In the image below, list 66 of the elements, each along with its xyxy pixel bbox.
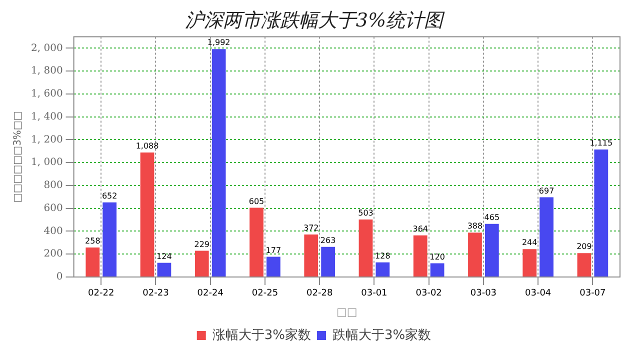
data-label: 120: [430, 252, 445, 262]
y-tick-label: 1, 800: [30, 66, 63, 77]
x-axis-title: □□: [336, 305, 358, 318]
bar: [140, 152, 154, 276]
data-label: 1,115: [590, 138, 613, 148]
data-label: 209: [576, 242, 592, 252]
data-label: 1,088: [136, 142, 159, 151]
data-label: 229: [194, 240, 210, 249]
bar: [266, 256, 280, 276]
bar: [250, 208, 264, 276]
bar: [321, 246, 335, 276]
y-tick-label: 2, 000: [30, 42, 63, 54]
data-label: 124: [156, 252, 172, 261]
bar: [86, 247, 100, 276]
legend-label: 涨幅大于3%家数: [212, 326, 311, 343]
data-label: 388: [467, 222, 483, 231]
x-tick-label: 03-04: [524, 288, 552, 299]
data-label: 503: [358, 208, 374, 218]
chart-title: 沪深两市涨跌幅大于3%统计图: [184, 9, 446, 32]
y-tick-label: 400: [44, 226, 63, 237]
y-tick-label: 1, 600: [30, 88, 63, 100]
y-tick-label: 600: [44, 202, 63, 214]
x-tick-label: 02-28: [306, 288, 333, 299]
data-label: 263: [320, 236, 336, 245]
x-tick-label: 03-02: [416, 288, 442, 299]
x-tick-label: 03-07: [580, 288, 606, 299]
bar: [212, 49, 226, 276]
bar: [157, 262, 172, 276]
bar: [484, 224, 499, 276]
bar: [594, 149, 608, 276]
bar: [522, 249, 537, 276]
data-label: 364: [412, 224, 428, 234]
data-label: 465: [484, 212, 500, 222]
data-label: 244: [522, 238, 538, 248]
legend-label: 跌幅大于3%家数: [332, 326, 432, 343]
bar: [102, 202, 117, 276]
bar: [304, 234, 318, 276]
data-label: 697: [538, 186, 554, 196]
y-tick-label: 800: [44, 180, 63, 192]
x-tick-label: 03-01: [361, 288, 388, 299]
x-tick-label: 02-24: [197, 288, 224, 299]
x-tick-label: 03-03: [470, 288, 497, 299]
x-tick-label: 02-22: [88, 288, 114, 299]
y-tick-label: 200: [44, 248, 63, 260]
y-tick-label: 1, 200: [30, 134, 63, 146]
y-tick-label: 1, 400: [30, 111, 63, 122]
y-tick-label: 1, 000: [30, 157, 63, 168]
data-label: 652: [102, 192, 118, 200]
bar: [376, 262, 390, 276]
data-label: 177: [266, 246, 282, 255]
bar: [540, 197, 554, 276]
data-label: 258: [85, 236, 100, 246]
data-label: 605: [248, 196, 264, 206]
y-axis-title: □□□□□□3%□□: [12, 111, 24, 203]
x-tick-label: 02-23: [142, 288, 169, 299]
bar: [430, 263, 444, 276]
data-label: 128: [375, 251, 390, 260]
y-tick-label: 0: [56, 272, 63, 283]
bar: [358, 219, 373, 276]
data-label: 372: [303, 224, 319, 233]
bar: [577, 253, 592, 276]
data-label: 1,992: [207, 38, 230, 48]
bar: [413, 235, 428, 276]
bar: [194, 250, 209, 276]
bar: [468, 232, 482, 276]
x-tick-label: 02-25: [252, 288, 278, 299]
